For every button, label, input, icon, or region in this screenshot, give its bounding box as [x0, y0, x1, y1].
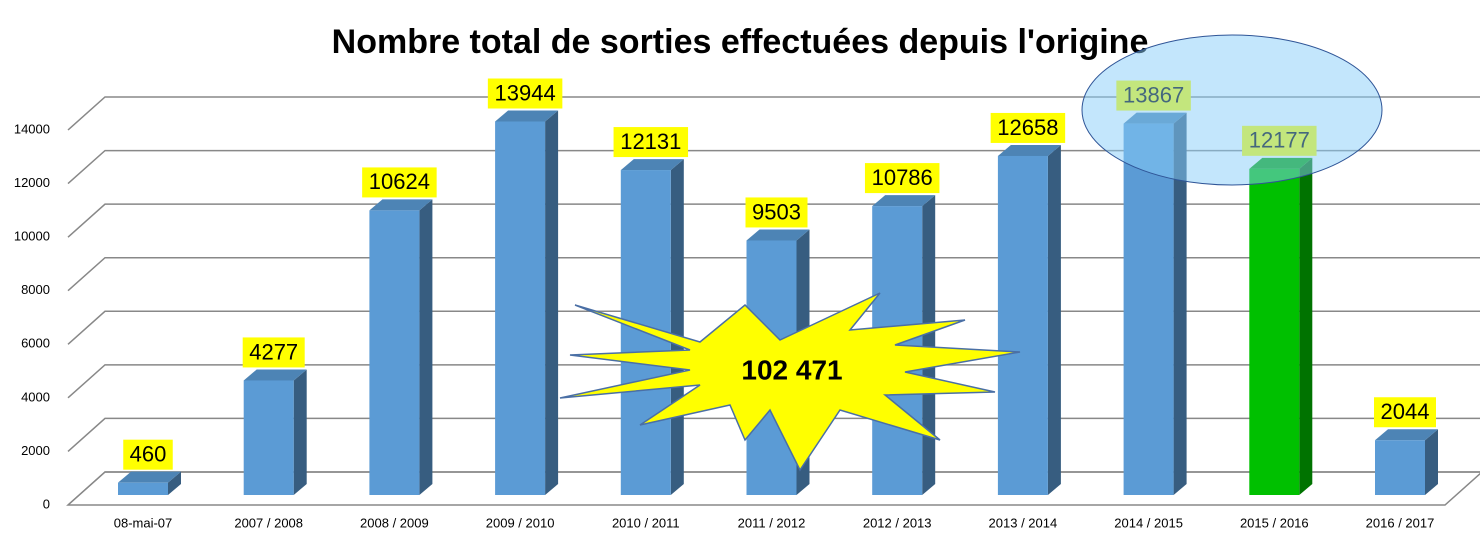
- value-label: 10624: [369, 169, 430, 194]
- bar: [997, 155, 1048, 496]
- bar-side: [1047, 144, 1061, 496]
- y-tick-label: 10000: [14, 229, 50, 244]
- annotation: 102 471: [741, 354, 842, 385]
- value-label: 12131: [620, 129, 681, 154]
- x-tick-label: 2012 / 2013: [863, 515, 932, 530]
- value-label: 460: [130, 441, 167, 466]
- y-tick-label: 12000: [14, 175, 50, 190]
- value-label: 9503: [752, 199, 801, 224]
- bar: [1249, 168, 1300, 495]
- bar-side: [545, 110, 559, 495]
- value-label-box: [613, 127, 689, 158]
- bar-top: [495, 110, 559, 122]
- bar-top: [997, 144, 1061, 156]
- x-tick-label: 2015 / 2016: [1240, 515, 1309, 530]
- bar-side: [293, 369, 307, 495]
- x-tick-label: 2009 / 2010: [486, 515, 555, 530]
- highlight-ellipse: [1081, 34, 1383, 186]
- x-tick-label: 08-mai-07: [114, 515, 173, 530]
- value-label: 13944: [495, 80, 556, 105]
- y-tick-label: 14000: [14, 121, 50, 136]
- bar-side: [1173, 112, 1187, 495]
- bar: [369, 210, 420, 495]
- x-tick-label: 2014 / 2015: [1114, 515, 1183, 530]
- bar-top: [118, 471, 181, 483]
- bar-top: [620, 159, 684, 171]
- bar: [243, 380, 294, 495]
- value-label-box: [362, 167, 437, 198]
- value-label: 2044: [1381, 399, 1430, 424]
- y-tick-label: 8000: [21, 282, 50, 297]
- bar-top: [1375, 429, 1438, 441]
- value-label-box: [242, 337, 305, 368]
- y-tick-label: 0: [43, 496, 50, 511]
- chart-title: Nombre total de sorties effectuées depui…: [332, 23, 1149, 61]
- bar-side: [670, 159, 684, 495]
- x-tick-label: 2010 / 2011: [612, 515, 680, 530]
- value-label-box: [123, 439, 173, 470]
- bar-side: [922, 195, 936, 495]
- bar-side: [1425, 429, 1438, 495]
- bar-top: [369, 199, 433, 211]
- value-label: 12658: [997, 115, 1058, 140]
- grid-line: [67, 96, 1480, 131]
- x-tick-label: 2013 / 2014: [989, 515, 1058, 530]
- value-label-box: [864, 163, 940, 194]
- value-label: 4277: [249, 339, 298, 364]
- bar: [1123, 123, 1174, 495]
- x-tick-label: 2011 / 2012: [738, 515, 806, 530]
- value-label-box: [1374, 397, 1436, 428]
- starburst: 102 471: [559, 292, 1021, 472]
- bar: [118, 482, 168, 495]
- bar: [1375, 440, 1425, 495]
- bar-side: [419, 199, 433, 495]
- bar: [495, 121, 546, 495]
- x-tick-label: 2016 / 2017: [1366, 515, 1435, 530]
- x-tick-label: 2008 / 2009: [360, 515, 429, 530]
- bar-side: [1299, 157, 1313, 495]
- value-label-box: [487, 78, 563, 109]
- bar-top: [872, 195, 936, 207]
- bar-top: [746, 229, 810, 241]
- bar-top: [243, 369, 307, 381]
- y-tick-label: 2000: [21, 443, 50, 458]
- starburst-shape: [559, 292, 1021, 472]
- y-tick-label: 6000: [21, 336, 50, 351]
- bar-side: [168, 471, 181, 495]
- value-label-box: [745, 197, 808, 228]
- y-tick-label: 4000: [21, 389, 50, 404]
- value-labels: 4604277106241394412131950310786126581386…: [123, 78, 1436, 470]
- value-label-box: [990, 112, 1066, 143]
- x-tick-label: 2007 / 2008: [234, 515, 303, 530]
- value-label: 10786: [872, 165, 933, 190]
